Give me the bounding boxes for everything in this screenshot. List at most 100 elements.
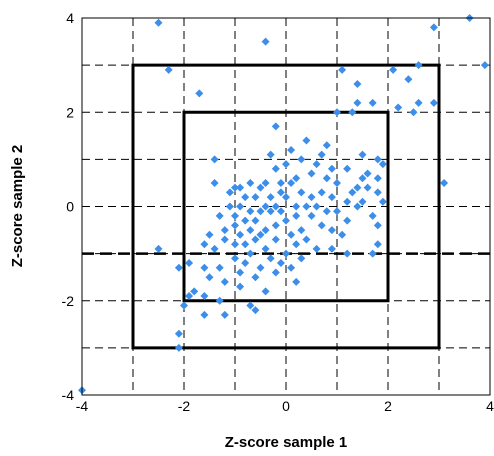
data-point — [246, 226, 255, 235]
data-point — [261, 287, 270, 296]
data-point — [261, 178, 270, 187]
data-point — [236, 202, 245, 211]
data-point — [378, 160, 387, 169]
data-point — [200, 292, 209, 301]
data-point — [358, 197, 367, 206]
data-point — [220, 277, 229, 286]
data-point — [231, 221, 239, 230]
data-point — [174, 329, 183, 338]
data-point — [220, 226, 229, 235]
data-point — [282, 193, 290, 202]
data-point — [338, 230, 347, 239]
data-point — [256, 263, 265, 272]
data-point — [353, 183, 362, 192]
data-point — [327, 164, 336, 173]
y-tick-label: 2 — [66, 104, 74, 120]
data-point — [353, 98, 362, 107]
data-point — [261, 202, 270, 211]
data-point — [271, 164, 280, 173]
data-point — [373, 155, 382, 164]
data-point — [241, 193, 250, 202]
data-point — [317, 221, 326, 230]
data-point — [215, 263, 224, 272]
data-point — [348, 188, 357, 197]
data-point — [200, 240, 209, 249]
data-point — [276, 259, 285, 268]
y-tick-label: -4 — [62, 387, 75, 403]
data-point — [292, 202, 301, 211]
data-point — [256, 207, 265, 216]
data-point — [348, 108, 357, 117]
data-point — [282, 216, 290, 225]
reference-box-2 — [182, 110, 390, 303]
data-point — [205, 230, 214, 239]
data-point — [215, 296, 224, 305]
data-point — [246, 207, 255, 216]
data-point — [271, 235, 280, 244]
data-point — [261, 37, 270, 46]
data-point — [327, 193, 336, 202]
data-point — [307, 193, 316, 202]
data-point — [297, 155, 306, 164]
data-point — [231, 240, 239, 249]
data-point — [312, 160, 321, 169]
data-point — [251, 273, 260, 282]
x-tick-label: 2 — [384, 398, 392, 414]
data-point — [225, 188, 234, 197]
x-tick-label: -2 — [178, 398, 191, 414]
data-point — [333, 207, 341, 216]
data-point — [327, 244, 336, 253]
data-point — [292, 277, 301, 286]
data-point — [322, 141, 331, 150]
data-point — [246, 249, 255, 258]
data-point — [251, 216, 260, 225]
data-point — [236, 230, 245, 239]
data-point — [373, 188, 382, 197]
data-point — [368, 249, 377, 258]
data-point — [287, 178, 296, 187]
y-tick-label: 4 — [66, 10, 74, 26]
data-point — [154, 244, 163, 253]
data-point — [307, 211, 316, 220]
data-point — [297, 226, 306, 235]
data-point — [271, 268, 280, 277]
reference-box-1 — [131, 63, 441, 350]
data-point — [358, 150, 367, 159]
data-point — [282, 249, 290, 258]
data-point — [231, 254, 239, 263]
data-point — [378, 197, 387, 206]
data-point — [210, 178, 219, 187]
data-point — [368, 98, 377, 107]
data-point — [373, 174, 382, 183]
data-point — [174, 343, 183, 352]
data-point — [292, 240, 301, 249]
data-point — [343, 216, 352, 225]
data-point — [287, 230, 296, 239]
data-point — [312, 202, 321, 211]
data-point — [282, 160, 290, 169]
data-point — [241, 216, 250, 225]
data-point — [205, 273, 214, 282]
data-point — [261, 226, 270, 235]
data-points — [78, 14, 489, 395]
data-point — [251, 193, 260, 202]
data-point — [302, 202, 311, 211]
data-point — [266, 150, 275, 159]
data-point — [322, 174, 331, 183]
data-point — [276, 207, 285, 216]
data-point — [440, 178, 449, 187]
data-point — [266, 254, 275, 263]
data-point — [480, 61, 489, 70]
data-point — [363, 169, 372, 178]
data-point — [190, 287, 199, 296]
x-axis-title: Z-score sample 1 — [225, 434, 348, 451]
data-point — [358, 174, 367, 183]
data-point — [251, 306, 260, 315]
data-point — [271, 221, 280, 230]
data-point — [317, 188, 326, 197]
data-point — [327, 226, 336, 235]
data-point — [373, 240, 382, 249]
data-point — [266, 207, 275, 216]
data-point — [200, 263, 209, 272]
data-point — [394, 103, 403, 112]
